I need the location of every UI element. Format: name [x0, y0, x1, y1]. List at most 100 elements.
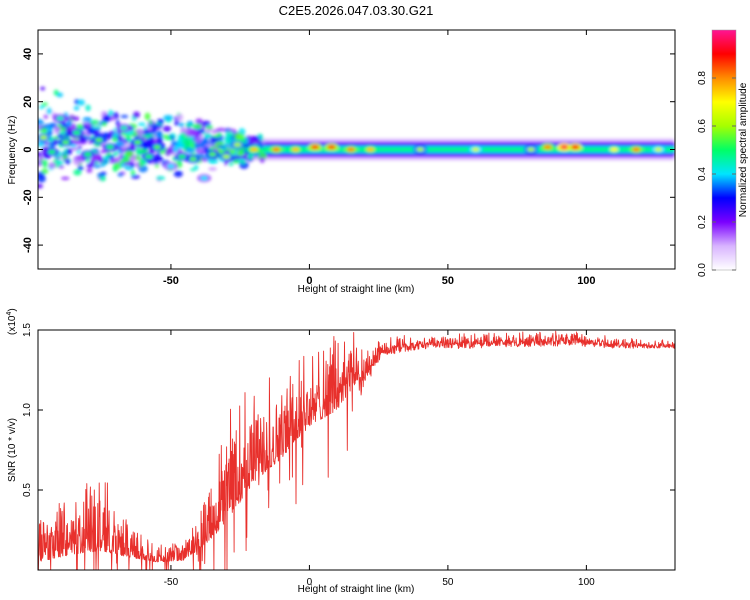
- spectrogram-heat: [38, 86, 675, 189]
- figure-title: C2E5.2026.047.03.30.G21: [279, 3, 434, 18]
- heat-speckle: [46, 107, 52, 115]
- heat-speckle: [38, 118, 44, 126]
- heat-speckle: [200, 158, 209, 162]
- heat-blob-core: [200, 175, 209, 181]
- heat-blob-core: [571, 144, 580, 150]
- heat-speckle: [125, 149, 134, 158]
- heat-speckle: [223, 143, 230, 147]
- heat-speckle: [61, 176, 70, 180]
- heat-speckle: [43, 114, 49, 120]
- heat-speckle: [211, 129, 218, 134]
- heat-speckle: [94, 161, 99, 165]
- heat-speckle: [163, 114, 174, 121]
- heat-speckle: [184, 123, 195, 127]
- heat-blob-core: [119, 125, 128, 131]
- heat-speckle: [77, 145, 82, 150]
- heat-speckle: [73, 106, 80, 111]
- heat-speckle: [177, 136, 183, 144]
- heat-speckle: [62, 154, 68, 160]
- heat-speckle: [185, 147, 196, 154]
- heat-speckle: [120, 114, 129, 119]
- heat-speckle: [125, 135, 131, 140]
- heat-speckle: [126, 130, 135, 135]
- heat-blob-core: [189, 156, 198, 162]
- heat-speckle: [71, 116, 80, 121]
- heat-speckle: [98, 156, 104, 163]
- spectrogram-y-label: Frequency (Hz): [7, 116, 18, 185]
- heat-speckle: [38, 141, 46, 147]
- heat-speckle: [259, 137, 264, 141]
- heat-speckle: [111, 136, 118, 142]
- heat-speckle: [195, 118, 203, 125]
- heat-speckle: [234, 132, 244, 140]
- heat-speckle: [201, 120, 211, 127]
- y-tick-label: 0: [22, 146, 34, 152]
- heat-speckle: [228, 162, 234, 167]
- heat-speckle: [135, 148, 141, 156]
- heat-blob-core: [366, 147, 375, 152]
- heat-speckle: [57, 123, 62, 128]
- heat-speckle: [151, 126, 157, 134]
- heat-speckle: [101, 121, 107, 127]
- heat-blob-core: [144, 154, 153, 159]
- heat-speckle: [202, 137, 209, 145]
- heat-speckle: [225, 136, 230, 144]
- heat-speckle: [193, 164, 199, 171]
- heat-blob-core: [272, 147, 281, 152]
- heat-speckle: [212, 134, 220, 138]
- y-tick-label: 20: [22, 96, 34, 108]
- heat-speckle: [177, 159, 182, 166]
- x-tick-label: 100: [578, 577, 595, 588]
- heat-speckle: [47, 162, 57, 169]
- heat-speckle: [49, 122, 58, 129]
- x-tick-label: -50: [163, 275, 179, 287]
- heat-speckle: [237, 158, 246, 162]
- heat-blob-core: [250, 147, 259, 152]
- heat-blob-core: [133, 140, 142, 145]
- heat-speckle: [38, 183, 44, 189]
- colorbar-label: Normalized spectral amplitude: [738, 82, 749, 217]
- heat-speckle: [103, 159, 108, 164]
- snr-series-line: [38, 330, 675, 570]
- heat-speckle: [130, 174, 141, 179]
- heat-speckle: [144, 112, 151, 121]
- heat-speckle: [153, 133, 164, 138]
- heat-blobs: [38, 86, 675, 189]
- heat-speckle: [156, 139, 162, 144]
- y-tick-label: 1.0: [22, 403, 33, 417]
- heat-blob-core: [346, 147, 355, 152]
- heat-speckle: [156, 176, 166, 181]
- heat-speckle: [156, 151, 161, 158]
- heat-blob-core: [327, 144, 336, 150]
- colorbar-ticks: 0.0 0.2 0.4 0.6 0.8: [697, 71, 736, 277]
- heat-speckle: [38, 160, 42, 167]
- heat-speckle: [38, 175, 46, 183]
- y-tick-label: 1.5: [22, 323, 33, 337]
- x-tick-label: 50: [442, 275, 454, 287]
- colorbar-tick-label: 0.8: [697, 71, 708, 85]
- heat-speckle: [112, 151, 119, 157]
- y-tick-label: 40: [22, 48, 34, 60]
- heat-speckle: [192, 123, 203, 130]
- heat-blob-core: [178, 154, 187, 159]
- heat-speckle: [208, 158, 219, 165]
- heat-speckle: [112, 165, 119, 172]
- heat-speckle: [85, 104, 91, 112]
- heat-blob-core: [416, 147, 425, 152]
- heat-speckle: [97, 173, 104, 177]
- heat-speckle: [77, 99, 85, 106]
- heat-speckle: [153, 159, 158, 164]
- heat-speckle: [59, 126, 67, 131]
- x-tick-label: 100: [577, 275, 595, 287]
- heat-blob-core: [233, 142, 242, 147]
- heat-speckle: [101, 111, 108, 115]
- heat-speckle: [65, 159, 71, 165]
- heat-speckle: [164, 136, 173, 141]
- heat-speckle: [208, 167, 217, 171]
- heat-speckle: [154, 164, 160, 168]
- heat-speckle: [102, 132, 111, 138]
- heat-speckle: [156, 118, 165, 124]
- heat-speckle: [58, 165, 65, 169]
- x-tick-label: 0: [306, 275, 312, 287]
- heat-blob-core: [166, 164, 175, 169]
